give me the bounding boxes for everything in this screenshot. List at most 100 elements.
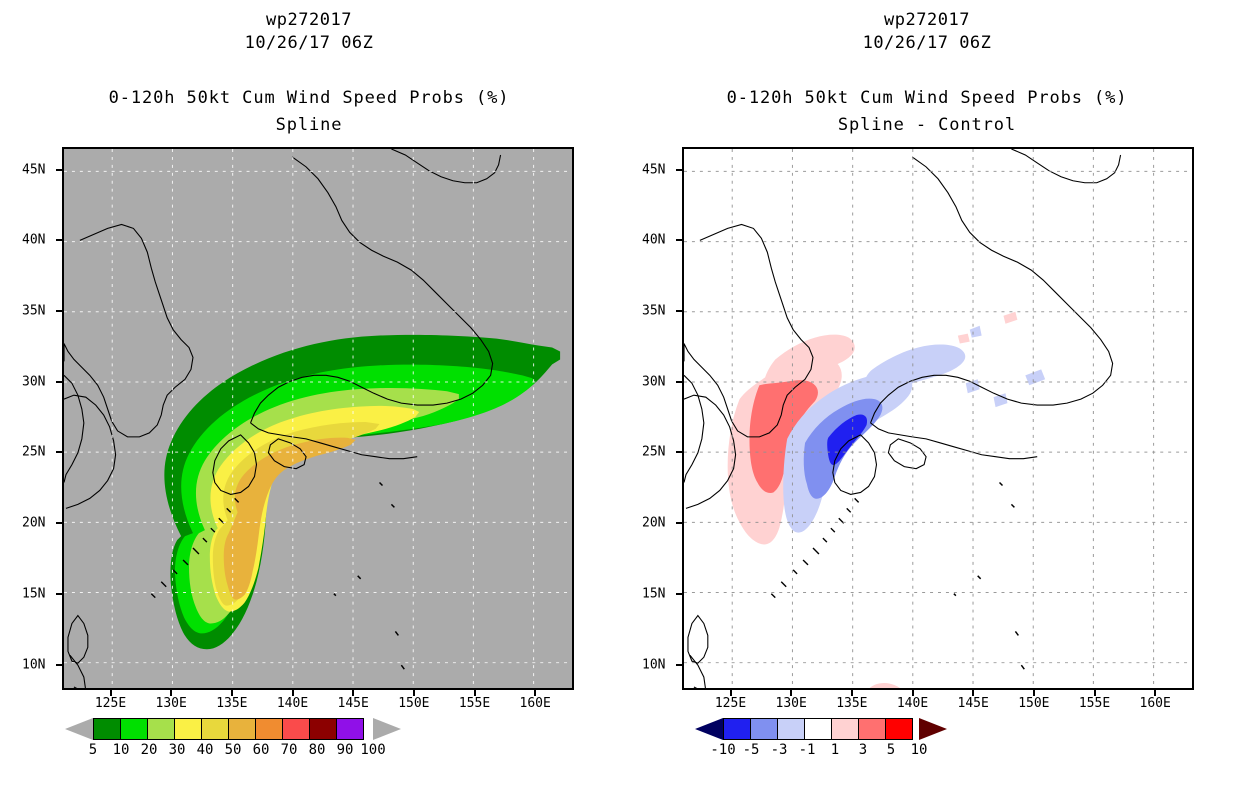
colorbar-swatch[interactable] bbox=[255, 718, 283, 740]
x-tick-mark bbox=[850, 690, 853, 696]
colorbar-swatch[interactable] bbox=[750, 718, 778, 740]
x-tick-label: 135E bbox=[216, 696, 248, 711]
colorbar-swatch[interactable] bbox=[282, 718, 310, 740]
colorbar-swatch[interactable] bbox=[723, 718, 751, 740]
colorbar-tick-label: 50 bbox=[224, 742, 242, 758]
colorbar-swatches[interactable] bbox=[723, 718, 913, 740]
colorbar-tick-label: 10 bbox=[910, 742, 928, 758]
y-tick-label: 15N bbox=[22, 586, 46, 602]
y-tick-label: 25N bbox=[642, 444, 666, 460]
storm-id-left: wp272017 bbox=[266, 10, 352, 30]
colorbar-tick-label: -5 bbox=[742, 742, 760, 758]
y-tick-label: 20N bbox=[22, 515, 46, 531]
colorbar-tick-label: 5 bbox=[886, 742, 896, 758]
x-tick-mark bbox=[1032, 690, 1035, 696]
x-tick-label: 155E bbox=[1078, 696, 1111, 711]
diff-neg-1b bbox=[864, 344, 966, 398]
y-tick-mark bbox=[56, 168, 62, 171]
map-plot-difference[interactable] bbox=[682, 147, 1194, 690]
x-tick-label: 125E bbox=[714, 696, 747, 711]
colorbar-swatch[interactable] bbox=[777, 718, 805, 740]
colorbar-swatch[interactable] bbox=[804, 718, 832, 740]
valid-time-right: 10/26/17 06Z bbox=[862, 33, 992, 53]
x-tick-mark bbox=[291, 690, 294, 696]
y-tick-mark bbox=[56, 522, 62, 525]
x-tick-label: 150E bbox=[1018, 696, 1050, 711]
x-tick-label: 125E bbox=[94, 696, 127, 711]
diff-pos-south-1 bbox=[869, 682, 900, 688]
y-tick-mark bbox=[676, 592, 682, 595]
x-tick-label: 145E bbox=[337, 696, 369, 711]
colorbar-tick-label: -10 bbox=[710, 742, 736, 758]
y-tick-label: 40N bbox=[642, 232, 666, 248]
colorbar-swatch[interactable] bbox=[228, 718, 256, 740]
colorbar-tick-label: 90 bbox=[336, 742, 354, 758]
colorbar-over-arrow bbox=[373, 718, 401, 740]
map-plot-spline[interactable] bbox=[62, 147, 574, 690]
chart-title-left: 0-120h 50kt Cum Wind Speed Probs (%) bbox=[108, 88, 510, 108]
x-tick-mark bbox=[1093, 690, 1096, 696]
valid-time-left: 10/26/17 06Z bbox=[244, 33, 374, 53]
x-tick-label: 145E bbox=[957, 696, 989, 711]
colorbar-swatch[interactable] bbox=[858, 718, 886, 740]
colorbar-tick-label: 80 bbox=[308, 742, 326, 758]
map-gridlines-right bbox=[684, 149, 1192, 688]
colorbar-swatches[interactable] bbox=[93, 718, 364, 740]
y-tick-label: 15N bbox=[642, 586, 666, 602]
x-tick-mark bbox=[170, 690, 173, 696]
colorbar-swatch[interactable] bbox=[309, 718, 337, 740]
colorbar-swatch[interactable] bbox=[831, 718, 859, 740]
y-tick-mark bbox=[56, 592, 62, 595]
x-tick-mark bbox=[473, 690, 476, 696]
colorbar-swatch[interactable] bbox=[885, 718, 913, 740]
colorbar-tick-label: 3 bbox=[858, 742, 868, 758]
colorbar-swatch[interactable] bbox=[336, 718, 364, 740]
colorbar-swatch[interactable] bbox=[93, 718, 121, 740]
panel-spline-minus-control: wp272017 10/26/17 06Z 0-120h 50kt Cum Wi… bbox=[618, 0, 1236, 800]
difference-contours bbox=[727, 311, 1046, 688]
colorbar-tick-label: 30 bbox=[168, 742, 186, 758]
y-tick-mark bbox=[56, 380, 62, 383]
colorbar-swatch[interactable] bbox=[174, 718, 202, 740]
x-tick-label: 130E bbox=[775, 696, 807, 711]
y-tick-label: 45N bbox=[642, 162, 666, 178]
colorbar-swatch[interactable] bbox=[120, 718, 148, 740]
y-tick-mark bbox=[676, 380, 682, 383]
x-tick-label: 150E bbox=[398, 696, 430, 711]
x-tick-mark bbox=[1154, 690, 1157, 696]
y-tick-mark bbox=[56, 239, 62, 242]
colorbar-tick-label: 1 bbox=[830, 742, 840, 758]
y-tick-label: 30N bbox=[22, 374, 46, 390]
colorbar-swatch[interactable] bbox=[147, 718, 175, 740]
x-tick-mark bbox=[729, 690, 732, 696]
contour-50pct bbox=[223, 437, 356, 600]
x-tick-mark bbox=[911, 690, 914, 696]
x-tick-label: 160E bbox=[1139, 696, 1171, 711]
y-tick-label: 30N bbox=[642, 374, 666, 390]
coastlines-right bbox=[684, 149, 1122, 688]
x-tick-label: 160E bbox=[519, 696, 551, 711]
colorbar-tick-label: -1 bbox=[798, 742, 816, 758]
x-tick-mark bbox=[352, 690, 355, 696]
x-tick-mark bbox=[534, 690, 537, 696]
y-tick-label: 10N bbox=[22, 657, 46, 673]
x-tick-mark bbox=[790, 690, 793, 696]
y-tick-mark bbox=[56, 310, 62, 313]
colorbar-tick-label: -3 bbox=[770, 742, 788, 758]
colorbar-tick-label: 70 bbox=[280, 742, 298, 758]
colorbar-tick-label: 40 bbox=[196, 742, 214, 758]
colorbar-tick-label: 10 bbox=[112, 742, 130, 758]
storm-id-right: wp272017 bbox=[884, 10, 970, 30]
x-tick-label: 155E bbox=[458, 696, 491, 711]
map-gridlines-left bbox=[64, 149, 572, 688]
x-tick-mark bbox=[109, 690, 112, 696]
colorbar-tick-label: 100 bbox=[360, 742, 386, 758]
colorbar-tick-label: 5 bbox=[88, 742, 98, 758]
y-tick-label: 20N bbox=[642, 515, 666, 531]
y-tick-mark bbox=[676, 168, 682, 171]
colorbar-swatch[interactable] bbox=[201, 718, 229, 740]
diff-pos-1b bbox=[763, 334, 855, 394]
map-svg-left bbox=[64, 149, 572, 688]
x-tick-mark bbox=[972, 690, 975, 696]
colorbar-under-arrow bbox=[695, 718, 723, 740]
